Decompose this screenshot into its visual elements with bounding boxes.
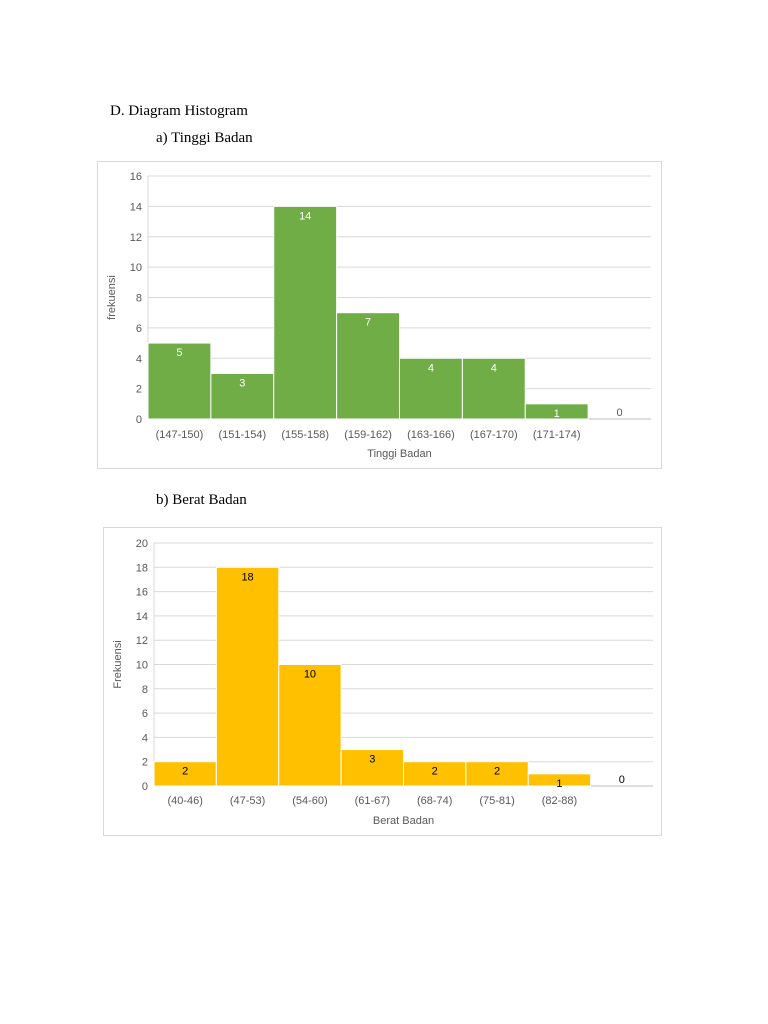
bar	[524, 403, 589, 420]
x-tick-label: (54-60)	[292, 795, 327, 807]
bar	[340, 749, 404, 787]
histogram-berat-badan-svg: 024681012141618202(40-46)18(47-53)10(54-…	[112, 538, 653, 827]
bar	[461, 357, 526, 420]
histogram-tinggi-badan-svg: 02468101214165(147-150)3(151-154)14(155-…	[106, 171, 651, 460]
section-title: D. Diagram Histogram	[110, 103, 248, 119]
bar	[403, 761, 467, 787]
bar	[336, 312, 400, 420]
y-axis-title: Frekuensi	[112, 640, 124, 688]
x-axis-title: Tinggi Badan	[367, 448, 431, 460]
x-tick-label: (159-162)	[344, 429, 392, 441]
y-axis-title: frekuensi	[106, 275, 118, 320]
y-tick-label: 6	[142, 708, 148, 720]
bar-data-label: 3	[369, 754, 375, 766]
bar	[273, 205, 338, 420]
bar-data-label: 7	[365, 317, 371, 329]
y-tick-label: 16	[136, 587, 148, 599]
bar-data-label: 10	[304, 669, 316, 681]
bar-data-label: 0	[619, 774, 625, 786]
y-tick-label: 0	[142, 781, 148, 793]
bar-data-label: 0	[617, 407, 623, 419]
y-tick-label: 14	[130, 201, 142, 213]
x-tick-label: (147-150)	[156, 429, 204, 441]
bar-data-label: 2	[432, 766, 438, 778]
y-tick-label: 12	[130, 232, 142, 244]
y-tick-label: 20	[136, 538, 148, 550]
chart-b-subtitle: b) Berat Badan	[156, 492, 247, 508]
y-tick-label: 16	[130, 171, 142, 183]
y-tick-label: 18	[136, 562, 148, 574]
x-tick-label: (61-67)	[355, 795, 390, 807]
histogram-berat-badan: 0 2 4 6 8 10 12 14 16 18 20 2 (40-46) 18 (47-53) 10 (54-…	[103, 527, 662, 836]
bar	[215, 566, 280, 787]
y-tick-label: 8	[136, 293, 142, 305]
x-tick-label: (151-154)	[218, 429, 266, 441]
y-tick-label: 2	[136, 384, 142, 396]
y-tick-label: 12	[136, 635, 148, 647]
y-tick-label: 0	[136, 414, 142, 426]
x-tick-label: (163-166)	[407, 429, 455, 441]
bar-data-label: 2	[182, 766, 188, 778]
bar-data-label: 18	[241, 571, 253, 583]
histogram-tinggi-badan: 0 2 4 6 8 10 12 14 16 5 (147-150) 3 (151-154) 14 (155-…	[97, 161, 662, 469]
bar-data-label: 1	[556, 778, 562, 790]
bar	[210, 372, 275, 420]
bar-data-label: 5	[176, 347, 182, 359]
bar-data-label: 3	[239, 377, 245, 389]
y-tick-label: 10	[130, 262, 142, 274]
bar	[527, 773, 592, 787]
x-tick-label: (47-53)	[230, 795, 265, 807]
y-tick-label: 4	[142, 732, 148, 744]
y-tick-label: 10	[136, 660, 148, 672]
bar-data-label: 4	[491, 362, 497, 374]
x-tick-label: (68-74)	[417, 795, 452, 807]
x-tick-label: (171-174)	[533, 429, 581, 441]
x-tick-label: (75-81)	[479, 795, 514, 807]
x-tick-label: (40-46)	[167, 795, 202, 807]
x-tick-label: (82-88)	[542, 795, 577, 807]
y-tick-label: 6	[136, 323, 142, 335]
bar-data-label: 4	[428, 362, 434, 374]
chart-a-subtitle: a) Tinggi Badan	[156, 130, 253, 146]
y-tick-label: 4	[136, 353, 142, 365]
bar	[278, 664, 342, 787]
bar-data-label: 14	[299, 210, 311, 222]
y-tick-label: 14	[136, 611, 148, 623]
bar	[147, 342, 212, 420]
x-axis-title: Berat Badan	[373, 815, 434, 827]
x-tick-label: (167-170)	[470, 429, 518, 441]
bar	[399, 357, 463, 420]
bar-data-label: 1	[554, 408, 560, 420]
y-tick-label: 8	[142, 684, 148, 696]
x-tick-label: (155-158)	[281, 429, 329, 441]
bar	[465, 761, 529, 787]
y-tick-label: 2	[142, 757, 148, 769]
bar-data-label: 2	[494, 766, 500, 778]
